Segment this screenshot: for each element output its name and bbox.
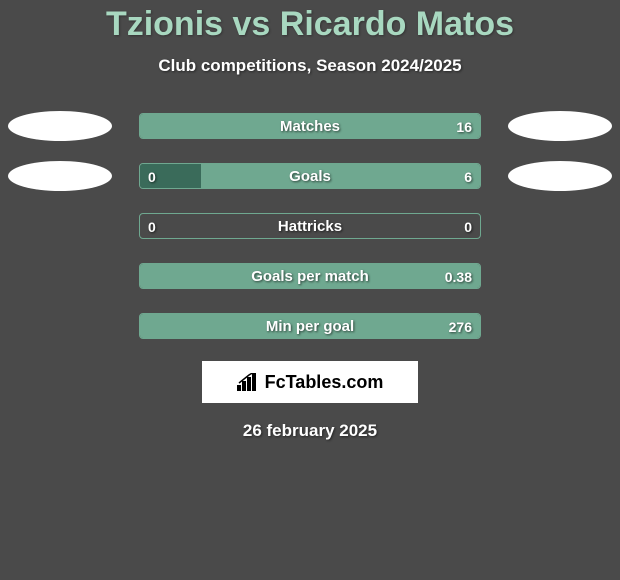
stat-label: Hattricks xyxy=(140,214,480,239)
player-avatar-left xyxy=(8,161,112,191)
stat-bar: Goals per match0.38 xyxy=(139,263,481,289)
stat-row: Min per goal276 xyxy=(0,311,620,341)
stat-value-right: 6 xyxy=(464,164,472,189)
stat-label: Min per goal xyxy=(140,314,480,339)
stats-list: Matches16Goals06Hattricks00Goals per mat… xyxy=(0,111,620,341)
date-label: 26 february 2025 xyxy=(0,421,620,441)
player-avatar-left xyxy=(8,111,112,141)
player-avatar-right xyxy=(508,111,612,141)
chart-icon xyxy=(237,373,259,391)
stat-label: Matches xyxy=(140,114,480,139)
page-subtitle: Club competitions, Season 2024/2025 xyxy=(0,56,620,76)
stat-value-right: 0.38 xyxy=(445,264,472,289)
stat-label: Goals xyxy=(140,164,480,189)
stat-bar: Min per goal276 xyxy=(139,313,481,339)
stat-value-left: 0 xyxy=(148,214,156,239)
stat-value-right: 0 xyxy=(464,214,472,239)
stat-bar: Goals0 6 xyxy=(139,163,481,189)
stat-row: Goals per match0.38 xyxy=(0,261,620,291)
stat-row: Hattricks0 0 xyxy=(0,211,620,241)
stat-value-right: 16 xyxy=(456,114,472,139)
stat-bar: Hattricks0 0 xyxy=(139,213,481,239)
attribution-badge: FcTables.com xyxy=(202,361,418,403)
page-title: Tzionis vs Ricardo Matos xyxy=(0,5,620,44)
stat-row: Goals0 6 xyxy=(0,161,620,191)
stat-bar: Matches16 xyxy=(139,113,481,139)
stat-value-left: 0 xyxy=(148,164,156,189)
stat-row: Matches16 xyxy=(0,111,620,141)
player-avatar-right xyxy=(508,161,612,191)
comparison-infographic: Tzionis vs Ricardo Matos Club competitio… xyxy=(0,0,620,441)
stat-label: Goals per match xyxy=(140,264,480,289)
stat-value-right: 276 xyxy=(449,314,472,339)
attribution-text: FcTables.com xyxy=(265,372,384,393)
